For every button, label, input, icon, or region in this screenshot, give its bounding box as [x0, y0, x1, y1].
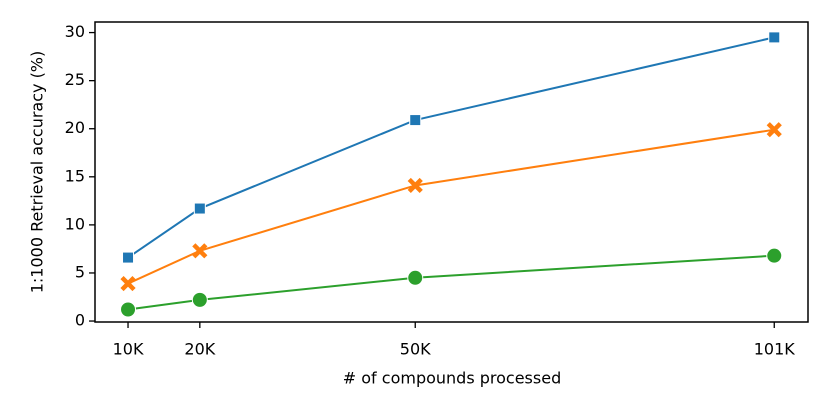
x-axis-label: # of compounds processed — [343, 369, 561, 388]
marker — [192, 243, 208, 259]
marker — [409, 114, 422, 127]
line — [127, 128, 775, 285]
plot-frame — [94, 21, 809, 323]
line — [127, 254, 775, 311]
y-tick-label: 15 — [65, 166, 85, 185]
marker — [120, 301, 137, 318]
line — [127, 36, 775, 259]
x-tick-label: 101K — [754, 340, 796, 359]
marker — [407, 269, 424, 286]
x-tick-label: 20K — [184, 340, 215, 359]
marker — [120, 275, 136, 292]
marker — [191, 291, 208, 308]
y-tick-label: 25 — [65, 70, 85, 89]
x-tick-label: 10K — [113, 340, 144, 359]
y-axis-label: 1:1000 Retrieval accuracy (%) — [28, 51, 47, 294]
y-tick-label: 30 — [65, 22, 85, 41]
y-tick-label: 10 — [65, 214, 85, 233]
y-tick-label: 0 — [75, 311, 85, 330]
marker — [407, 177, 423, 194]
marker — [766, 247, 783, 264]
marker — [766, 122, 782, 138]
y-tick-label: 20 — [65, 118, 85, 137]
marker — [122, 251, 135, 264]
x-tick-label: 50K — [400, 340, 431, 359]
y-tick-label: 5 — [75, 262, 85, 281]
marker — [193, 202, 206, 215]
marker — [768, 31, 781, 44]
